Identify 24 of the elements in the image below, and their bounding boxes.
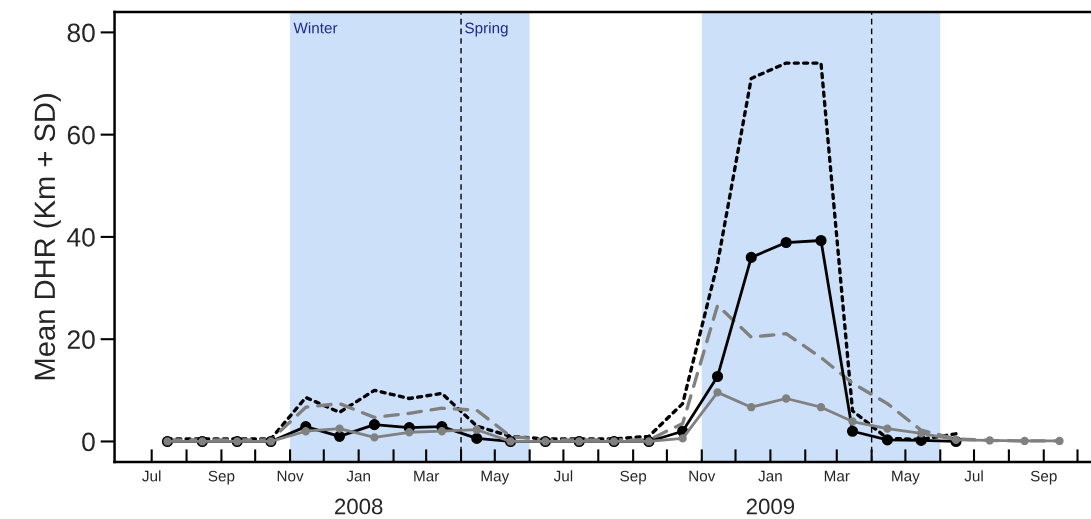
x-tick-label: Mar <box>824 470 850 482</box>
x-tick-label: Sep <box>208 470 235 485</box>
y-tick-label: 0 <box>82 432 95 452</box>
y-axis-title: Mean DHR (Km + SD) <box>33 94 61 380</box>
x-tick-label: Jul <box>964 470 983 482</box>
y-tick-label: 60 <box>67 125 95 145</box>
x-tick-label: Sep <box>620 470 647 485</box>
text: 2008 <box>335 498 383 515</box>
x-tick-label: May <box>892 470 920 485</box>
y-tick-label: 80 <box>67 23 95 43</box>
x-tick-label: Jan <box>346 470 370 482</box>
y-tick-label: 20 <box>67 330 95 350</box>
x-tick-label: May <box>481 470 510 485</box>
text: 2009 <box>746 498 795 515</box>
y-tick-label: 40 <box>67 228 95 247</box>
x-tick-label: Nov <box>689 470 716 482</box>
x-tick-label: Jan <box>758 470 782 482</box>
x-tick-label: Jul <box>553 470 573 482</box>
x-tick-label: Sep <box>1030 470 1057 485</box>
x-tick-label: Mar <box>414 470 440 482</box>
x-tick-label: Nov <box>277 470 304 482</box>
band-label: Spring <box>465 22 508 37</box>
band-label: Winter <box>293 22 338 34</box>
x-tick-label: Jul <box>142 470 161 482</box>
